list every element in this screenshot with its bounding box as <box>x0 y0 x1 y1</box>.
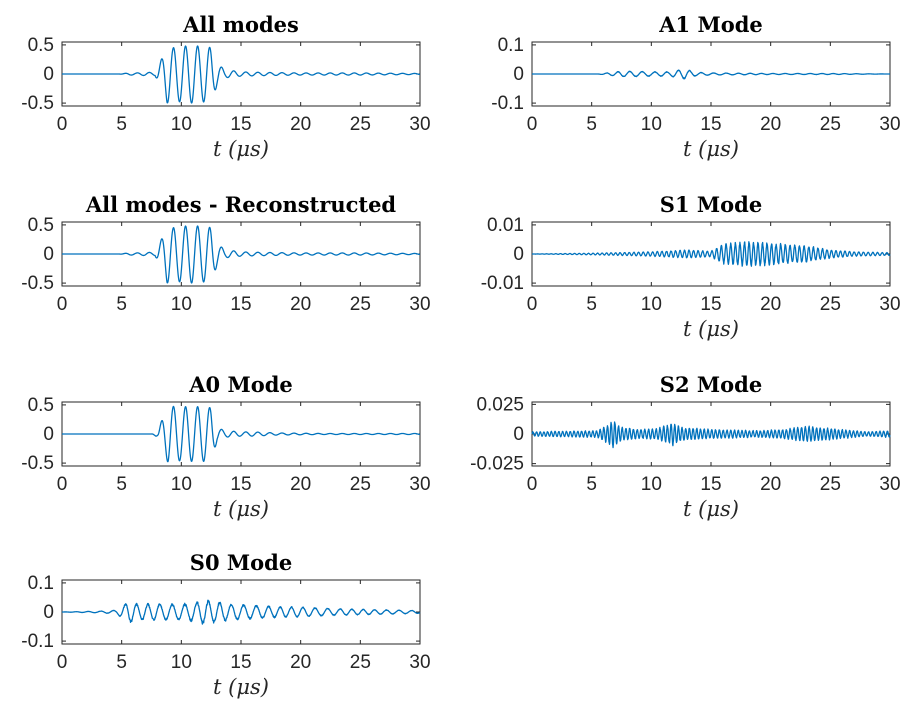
y-tick-label: 0.5 <box>28 35 54 56</box>
plot-title: A1 Mode <box>658 12 763 37</box>
x-tick-label: 5 <box>586 474 597 495</box>
x-tick-label: 20 <box>290 294 311 315</box>
x-tick-label: 25 <box>820 294 841 315</box>
x-tick-label: 0 <box>57 114 68 135</box>
x-tick-label: 5 <box>116 294 127 315</box>
x-tick-label: 5 <box>116 652 127 673</box>
x-tick-label: 20 <box>760 114 781 135</box>
x-tick-label: 25 <box>350 294 371 315</box>
x-tick-label: 20 <box>760 294 781 315</box>
x-tick-label: 30 <box>879 294 900 315</box>
x-tick-label: 5 <box>586 294 597 315</box>
x-tick-label: 15 <box>230 114 251 135</box>
y-tick-label: 0.1 <box>28 573 54 594</box>
series-line <box>61 45 421 104</box>
x-tick-label: 30 <box>409 114 430 135</box>
series-line <box>531 241 891 267</box>
x-tick-label: 30 <box>409 294 430 315</box>
series-line <box>61 225 421 284</box>
x-tick-label: 15 <box>230 294 251 315</box>
x-tick-label: 30 <box>409 652 430 673</box>
series-line <box>531 421 891 449</box>
x-tick-label: 25 <box>350 474 371 495</box>
x-axis-label: t (μs) <box>213 675 269 699</box>
x-tick-label: 30 <box>879 114 900 135</box>
x-axis-label: t (μs) <box>683 137 739 161</box>
x-tick-label: 15 <box>700 114 721 135</box>
x-axis-label: t (μs) <box>683 317 739 341</box>
x-tick-label: 5 <box>116 114 127 135</box>
x-tick-label: 30 <box>409 474 430 495</box>
y-tick-label: 0 <box>513 424 524 445</box>
plot-title: All modes - Reconstructed <box>85 192 397 217</box>
x-tick-label: 10 <box>171 652 192 673</box>
x-tick-label: 25 <box>350 652 371 673</box>
series-line <box>531 69 891 80</box>
y-tick-label: 0.025 <box>476 394 524 415</box>
y-tick-label: 0.01 <box>487 215 524 236</box>
x-tick-label: 10 <box>641 114 662 135</box>
y-tick-label: 0 <box>513 64 524 85</box>
y-tick-label: -0.1 <box>491 93 524 114</box>
x-tick-label: 15 <box>700 294 721 315</box>
x-tick-label: 10 <box>171 294 192 315</box>
plot-title: S2 Mode <box>660 372 762 397</box>
y-tick-label: 0 <box>43 602 54 623</box>
x-tick-label: 25 <box>820 474 841 495</box>
x-tick-label: 0 <box>57 474 68 495</box>
y-tick-label: 0.5 <box>28 395 54 416</box>
y-tick-label: 0 <box>43 424 54 445</box>
y-tick-label: -0.025 <box>470 454 524 475</box>
x-tick-label: 25 <box>820 114 841 135</box>
y-tick-label: 0 <box>513 244 524 265</box>
x-tick-label: 20 <box>290 114 311 135</box>
x-axis-label: t (μs) <box>213 497 269 521</box>
subplot-3: All modes - Reconstructed 0 5 10 15 20 25 30 0.5… <box>21 192 430 315</box>
x-axis-label: t (μs) <box>213 137 269 161</box>
y-tick-label: -0.5 <box>21 273 54 294</box>
x-tick-label: 30 <box>879 474 900 495</box>
y-tick-label: -0.5 <box>21 93 54 114</box>
x-tick-label: 0 <box>57 652 68 673</box>
y-tick-label: -0.01 <box>481 273 524 294</box>
x-tick-label: 20 <box>290 652 311 673</box>
y-tick-label: -0.1 <box>21 631 54 652</box>
y-tick-label: 0.5 <box>28 215 54 236</box>
y-tick-label: 0.1 <box>498 35 524 56</box>
x-tick-label: 10 <box>641 294 662 315</box>
x-tick-label: 0 <box>527 114 538 135</box>
x-tick-label: 20 <box>290 474 311 495</box>
y-tick-label: -0.5 <box>21 453 54 474</box>
x-tick-label: 10 <box>171 474 192 495</box>
plot-title: All modes <box>182 12 299 37</box>
x-tick-label: 5 <box>586 114 597 135</box>
x-tick-label: 0 <box>527 474 538 495</box>
x-tick-label: 20 <box>760 474 781 495</box>
plot-title: S1 Mode <box>660 192 762 217</box>
x-tick-label: 5 <box>116 474 127 495</box>
plot-title: S0 Mode <box>190 550 292 575</box>
series-line <box>61 405 421 463</box>
x-tick-label: 15 <box>700 474 721 495</box>
plot-title: A0 Mode <box>188 372 293 397</box>
series-line <box>61 599 421 625</box>
x-tick-label: 0 <box>57 294 68 315</box>
x-tick-label: 10 <box>641 474 662 495</box>
x-tick-label: 0 <box>527 294 538 315</box>
x-tick-label: 15 <box>230 652 251 673</box>
y-tick-label: 0 <box>43 244 54 265</box>
x-axis-label: t (μs) <box>683 497 739 521</box>
x-tick-label: 15 <box>230 474 251 495</box>
x-tick-label: 25 <box>350 114 371 135</box>
y-tick-label: 0 <box>43 64 54 85</box>
x-tick-label: 10 <box>171 114 192 135</box>
